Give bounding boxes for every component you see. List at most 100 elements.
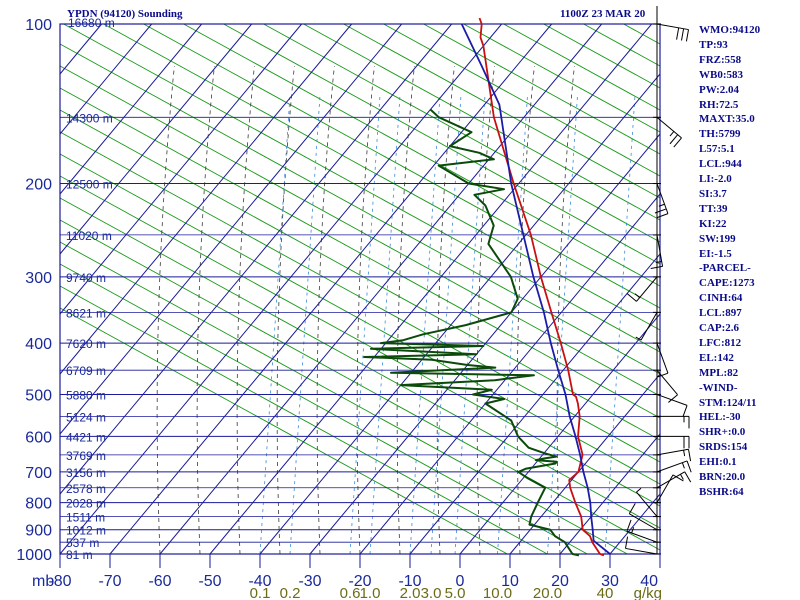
temperature-tick-label: -50: [198, 573, 221, 590]
height-label: 8621 m: [66, 306, 106, 320]
temperature-tick-label: -10: [398, 573, 421, 590]
pressure-tick-label: 800: [25, 496, 52, 513]
stat-item: FRZ:558: [699, 53, 742, 66]
isotherm: [309, 133, 661, 555]
stat-item: SHR+:0.0: [699, 426, 746, 439]
dry-adiabat: [223, 23, 661, 265]
wind-barb-flag: [681, 28, 685, 41]
wind-barb: [656, 369, 678, 396]
wind-barb-flag: [626, 519, 632, 532]
height-label: 6709 m: [66, 364, 106, 378]
dry-adiabat: [59, 65, 661, 397]
dry-adiabat: [59, 87, 661, 419]
dry-adiabat: [59, 263, 588, 555]
isotherm: [59, 23, 203, 195]
height-label: 2578 m: [66, 482, 106, 496]
wind-barb-flag: [656, 213, 669, 219]
wind-barb-flag: [669, 131, 675, 137]
wind-barb-flag: [624, 536, 629, 549]
stat-item: BRN:20.0: [699, 471, 746, 483]
dry-adiabat: [343, 23, 661, 199]
dry-adiabat: [59, 109, 661, 441]
wind-barb-flag: [686, 460, 692, 473]
height-label: 7620 m: [66, 337, 106, 351]
moist-adiabat: [516, 65, 535, 555]
stat-item: SW:199: [699, 232, 736, 245]
moist-adiabat: [396, 65, 415, 555]
mixing-ratio-tick-label: 3.0: [421, 585, 442, 600]
wind-barb: [656, 116, 682, 139]
dry-adiabat: [183, 23, 661, 287]
wind-barb-flag: [676, 27, 680, 40]
height-label: 81 m: [66, 548, 93, 562]
stat-item: MAXT:35.0: [699, 113, 755, 126]
stat-item: CAP:2.6: [699, 322, 740, 334]
wind-barb-flag: [658, 203, 665, 207]
dry-adiabat: [59, 153, 661, 485]
pressure-unit-label: mb: [32, 573, 54, 590]
stat-item: HEL:-30: [699, 411, 741, 424]
dry-adiabat: [59, 131, 661, 463]
isotherm: [409, 253, 661, 555]
dry-adiabat: [143, 23, 661, 309]
pressure-tick-label: 200: [25, 177, 52, 194]
moist-adiabat: [556, 65, 575, 555]
isotherm: [59, 23, 453, 495]
stat-item: WMO:94120: [699, 24, 761, 36]
isotherm: [509, 373, 661, 555]
pressure-tick-label: 900: [25, 523, 52, 540]
moist-adiabat: [196, 65, 215, 555]
wind-barb-flag: [654, 208, 667, 214]
isotherm: [609, 493, 661, 555]
pressure-tick-label: 1000: [16, 547, 52, 564]
wind-barb-flag: [626, 293, 637, 302]
height-label: 5880 m: [66, 388, 106, 402]
temperature-tick-label: -20: [348, 573, 371, 590]
isotherm: [59, 23, 353, 375]
mixing-ratio-tick-label: 10.0: [483, 585, 512, 600]
dry-adiabat: [383, 23, 661, 177]
dewpoint-line: [363, 108, 580, 557]
dry-adiabat: [59, 307, 508, 555]
moist-adiabat: [356, 65, 375, 555]
temperature-tick-label: -80: [48, 573, 71, 590]
pressure-tick-label: 400: [25, 336, 52, 353]
stat-item: -WIND-: [699, 381, 738, 394]
temperature-tick-label: 40: [640, 573, 658, 590]
stat-item: L57:5.1: [699, 143, 735, 156]
stat-item: -PARCEL-: [699, 262, 751, 275]
moist-adiabat: [436, 65, 455, 555]
height-label: 5124 m: [66, 410, 106, 424]
temperature-tick-label: 10: [501, 573, 519, 590]
dry-adiabat: [59, 241, 628, 555]
pressure-tick-label: 500: [25, 387, 52, 404]
parcel-line: [460, 23, 611, 555]
isotherm: [109, 23, 553, 555]
dry-adiabat: [263, 23, 661, 243]
height-label: 11020 m: [66, 229, 112, 243]
wind-barb: [656, 234, 664, 267]
moist-adiabat: [236, 65, 255, 555]
isotherm: [59, 23, 103, 75]
height-label: 2028 m: [66, 497, 106, 511]
isotherm: [459, 313, 661, 555]
isotherm: [59, 23, 253, 255]
stat-item: EHI:0.1: [699, 456, 737, 469]
wind-barb-flag: [669, 134, 679, 145]
mixing-ratio-line: [289, 94, 321, 555]
observation-time: 1100Z 23 MAR 20: [560, 8, 646, 20]
dry-adiabat: [59, 219, 661, 551]
stat-item: TH:5799: [699, 128, 741, 141]
stat-item: TT:39: [699, 202, 728, 215]
dry-adiabat: [423, 23, 661, 155]
temperature-tick-label: 20: [551, 573, 569, 590]
wind-barb-flag: [682, 405, 688, 417]
stat-item: LI:-2.0: [699, 173, 732, 185]
wind-barb-flag: [631, 527, 635, 534]
mixing-ratio-tick-label: 5.0: [445, 585, 466, 600]
wind-barb-flag: [679, 474, 684, 480]
stat-item: EI:-1.5: [699, 247, 732, 260]
wind-barb-flag: [636, 487, 642, 493]
pressure-tick-label: 100: [25, 17, 52, 34]
